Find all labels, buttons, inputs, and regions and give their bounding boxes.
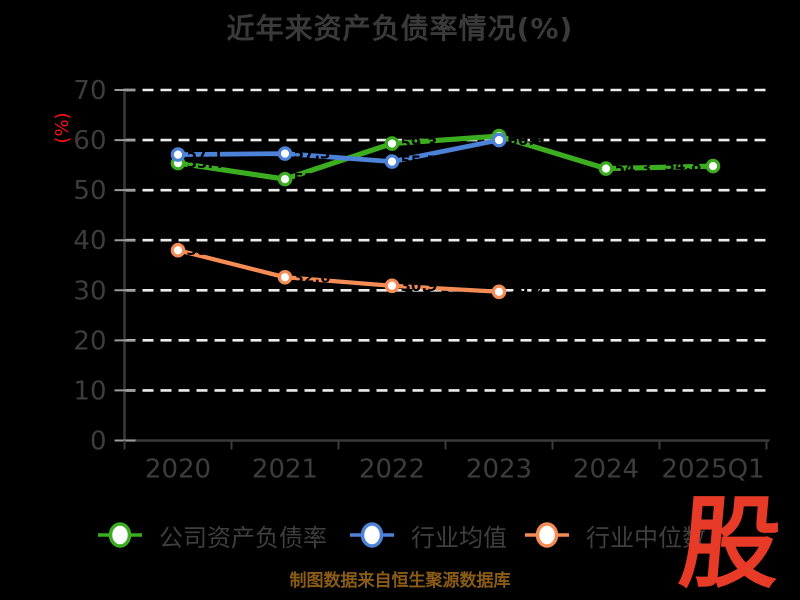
industry-mean-point-label: 60.0 <box>507 131 544 149</box>
y-tick-label: 40 <box>73 226 106 256</box>
legend-label: 行业均值 <box>411 523 507 552</box>
x-tick-label: 2023 <box>466 455 532 485</box>
y-tick-label: 50 <box>73 176 106 206</box>
industry-mean-marker <box>277 146 293 161</box>
industry-median-point-label: 30.9 <box>400 277 437 295</box>
company-marker <box>277 171 293 187</box>
company-marker <box>598 161 614 176</box>
legend-item-industry-mean: 行业均值 <box>350 518 507 552</box>
industry-mean-marker <box>491 132 507 148</box>
company-point-label: 52.2 <box>293 170 330 188</box>
y-tick-label: 0 <box>90 427 107 457</box>
x-tick-label: 2024 <box>573 455 639 485</box>
industry-median-point-label: 32.6 <box>293 268 330 286</box>
industry-median-point-label: 38.0 <box>186 241 223 259</box>
x-tick-label: 2025Q1 <box>661 455 764 485</box>
chart-title: 近年来资产负债率情况(%) <box>226 12 574 45</box>
watermark-logo: 股 <box>675 485 786 600</box>
industry-mean-marker <box>384 154 400 169</box>
legend-item-company: 公司资产负债率 <box>98 518 327 552</box>
legend-item-industry-median: 行业中位数 <box>525 518 706 552</box>
x-tick-label: 2021 <box>252 455 318 485</box>
industry-median-marker <box>170 242 186 258</box>
legend-label: 公司资产负债率 <box>159 523 327 552</box>
x-tick-label: 2020 <box>145 455 211 485</box>
industry-mean-point-label: 57.1 <box>186 146 223 164</box>
industry-median-line <box>177 248 500 294</box>
industry-mean-legend-marker <box>350 522 394 548</box>
industry-mean-point-label: 55.7 <box>400 153 437 171</box>
industry-median-point-label: 29.7 <box>507 283 544 301</box>
legend-label: 行业中位数 <box>586 523 706 552</box>
y-tick-label: 60 <box>73 126 106 156</box>
y-tick-label: 70 <box>73 76 106 106</box>
industry-mean-point-label: 57.3 <box>293 145 330 163</box>
y-tick-label: 20 <box>73 326 106 356</box>
data-source-caption: 制图数据来自恒生聚源数据库 <box>289 571 511 591</box>
company-marker <box>384 136 400 151</box>
industry-mean-line <box>177 137 500 165</box>
industry-median-marker <box>491 284 507 300</box>
company-point-label: 59.3 <box>400 135 437 153</box>
y-tick-label: 10 <box>73 376 106 406</box>
company-point-label: 54.8 <box>664 157 701 175</box>
company-point-label: 54.3 <box>614 160 651 178</box>
company-point-label: 55.4 <box>186 154 223 172</box>
company-point-label: 60.8 <box>507 127 544 145</box>
x-tick-label: 2022 <box>359 455 425 485</box>
industry-mean-marker <box>170 147 186 162</box>
industry-median-marker <box>277 269 293 285</box>
y-tick-label: 30 <box>73 276 106 306</box>
company-line <box>177 133 714 182</box>
company-legend-marker <box>98 522 142 548</box>
industry-median-marker <box>384 278 400 294</box>
legend: 公司资产负债率 行业均值 行业中位数 <box>0 518 800 554</box>
industry-median-legend-marker <box>525 522 569 548</box>
company-marker <box>705 158 721 174</box>
